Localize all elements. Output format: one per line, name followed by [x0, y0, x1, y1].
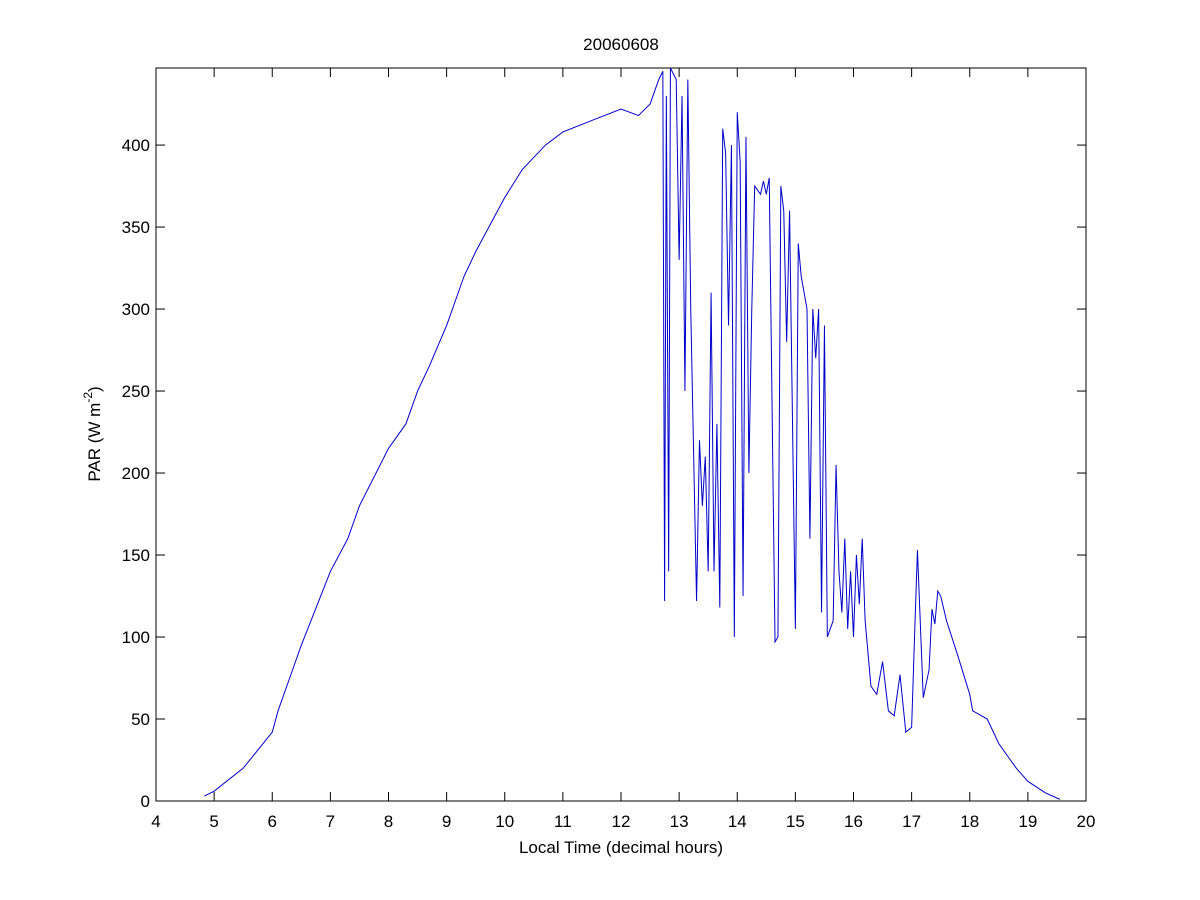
y-tick-label: 150: [122, 546, 150, 565]
y-tick-label: 400: [122, 136, 150, 155]
x-axis-label: Local Time (decimal hours): [519, 838, 723, 857]
x-tick-label: 13: [670, 812, 689, 831]
x-tick-label: 10: [495, 812, 514, 831]
y-tick-label: 300: [122, 300, 150, 319]
y-tick-label: 50: [131, 710, 150, 729]
y-axis-label: PAR (W m-2): [81, 386, 104, 481]
x-tick-label: 8: [384, 812, 393, 831]
x-tick-label: 16: [844, 812, 863, 831]
y-tick-label: 350: [122, 218, 150, 237]
y-label-text: PAR (W m: [85, 403, 104, 482]
x-tick-label: 20: [1077, 812, 1096, 831]
x-tick-label: 9: [442, 812, 451, 831]
x-tick-label: 7: [326, 812, 335, 831]
x-tick-label: 17: [902, 812, 921, 831]
y-label-end: ): [85, 386, 104, 392]
y-tick-label: 200: [122, 464, 150, 483]
x-tick-label: 18: [960, 812, 979, 831]
x-tick-label: 5: [209, 812, 218, 831]
x-tick-label: 12: [612, 812, 631, 831]
x-tick-label: 15: [786, 812, 805, 831]
x-tick-label: 11: [554, 812, 572, 831]
y-label-sup: -2: [81, 392, 95, 403]
chart-title: 20060608: [583, 35, 659, 54]
x-tick-label: 6: [268, 812, 277, 831]
y-tick-label: 0: [141, 792, 150, 811]
y-tick-label: 100: [122, 628, 150, 647]
x-tick-label: 19: [1018, 812, 1037, 831]
data-line: [204, 67, 1061, 800]
y-tick-label: 250: [122, 382, 150, 401]
x-tick-label: 14: [728, 812, 747, 831]
x-tick-label: 4: [151, 812, 160, 831]
